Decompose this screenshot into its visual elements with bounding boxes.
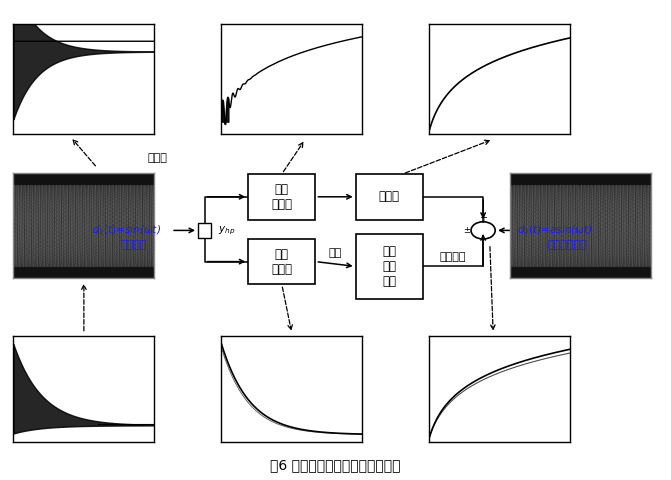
Text: 调解后: 调解后 <box>148 154 168 163</box>
FancyBboxPatch shape <box>356 174 423 220</box>
Text: ±: ± <box>463 226 470 235</box>
Text: +: + <box>479 214 487 223</box>
Text: $\mathit{y}_{hp}$: $\mathit{y}_{hp}$ <box>218 224 236 237</box>
Text: 功耗: 功耗 <box>329 248 342 258</box>
Text: 排气压力: 排气压力 <box>440 252 466 262</box>
FancyBboxPatch shape <box>198 223 211 238</box>
Text: 调解信号: 调解信号 <box>121 240 148 250</box>
Text: 低通
滤波器: 低通 滤波器 <box>271 183 293 211</box>
Text: 系统
内部
因素: 系统 内部 因素 <box>382 245 396 288</box>
Text: 正弦扰动信号: 正弦扰动信号 <box>547 240 587 250</box>
FancyBboxPatch shape <box>356 234 423 299</box>
FancyBboxPatch shape <box>248 239 315 284</box>
Text: $d_2(t)$=$a$sin($\omega t$): $d_2(t)$=$a$sin($\omega t$) <box>517 224 592 237</box>
Text: 图6 极值搜索控制方法的控制效果: 图6 极值搜索控制方法的控制效果 <box>270 458 401 473</box>
Text: 高通
滤波器: 高通 滤波器 <box>271 248 293 276</box>
Text: $d_1(t)$=sin($\omega t$): $d_1(t)$=sin($\omega t$) <box>92 224 161 237</box>
Text: 积分器: 积分器 <box>378 190 400 204</box>
FancyBboxPatch shape <box>248 174 315 220</box>
